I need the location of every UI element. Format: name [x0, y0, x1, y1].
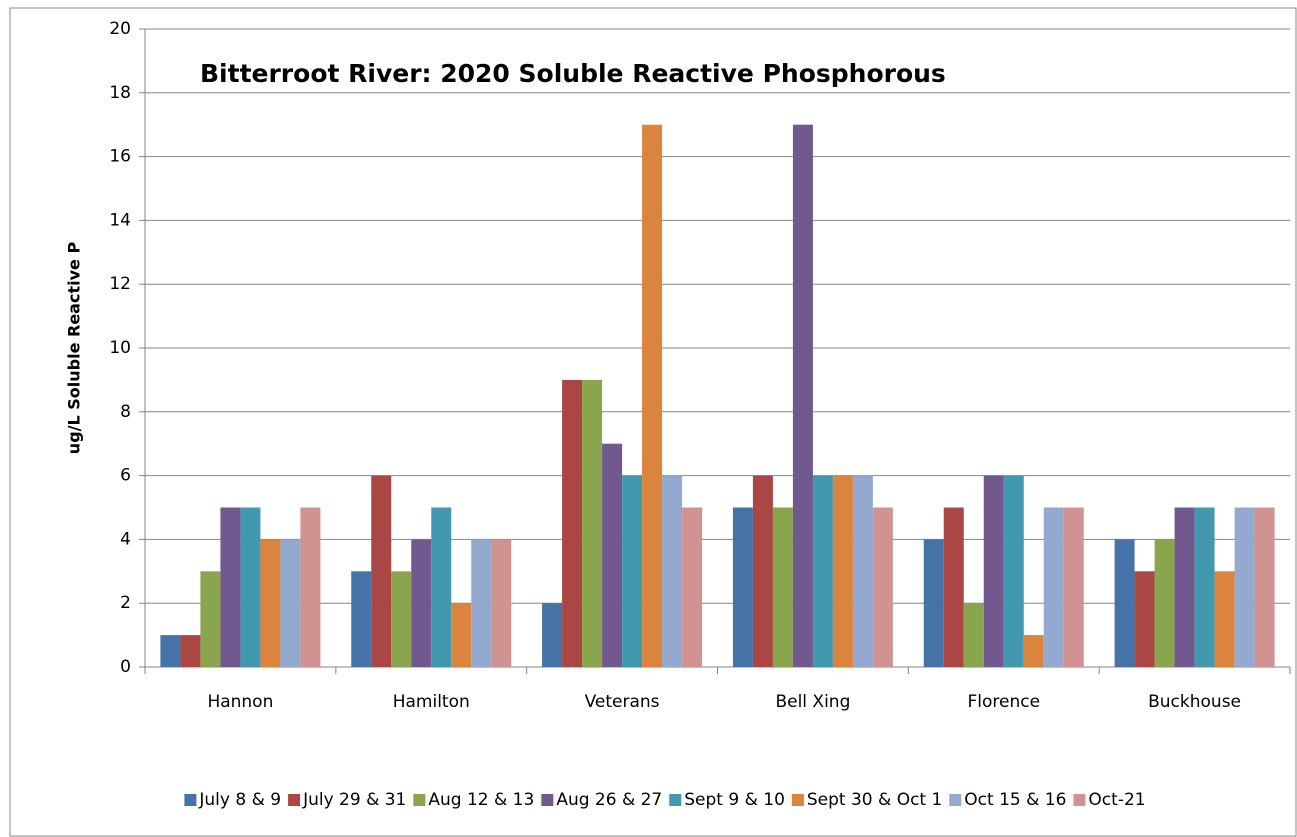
y-tick-label: 20 — [109, 19, 131, 39]
x-tick-label: Buckhouse — [1148, 692, 1241, 712]
x-tick-label: Hamilton — [393, 692, 470, 712]
legend-swatch — [288, 794, 301, 806]
bar — [562, 379, 583, 667]
bar — [200, 571, 221, 667]
bar — [963, 603, 984, 667]
bar — [682, 507, 703, 667]
bar — [220, 507, 241, 667]
bar — [582, 379, 603, 667]
y-axis-label: ug/L Soluble Reactive P — [65, 242, 84, 455]
bar — [983, 475, 1004, 667]
bar — [1063, 507, 1084, 667]
legend: July 8 & 9 July 29 & 31 Aug 12 & 13 Aug 26 … — [184, 790, 1146, 810]
legend-swatch — [413, 794, 426, 806]
x-tick-label: Hannon — [207, 692, 273, 712]
bar — [1043, 507, 1064, 667]
bar — [371, 475, 392, 667]
y-tick-label: 10 — [109, 338, 131, 358]
bar — [280, 539, 301, 667]
bar — [602, 443, 623, 667]
legend-swatch — [541, 794, 554, 806]
bar — [471, 539, 492, 667]
bar — [431, 507, 452, 667]
bar — [1003, 475, 1024, 667]
y-tick-label: 8 — [120, 402, 131, 422]
bar — [832, 475, 853, 667]
bar — [1023, 635, 1044, 667]
bar — [772, 507, 793, 667]
legend-label: July 29 & 31 — [302, 790, 406, 810]
bar — [732, 507, 753, 667]
bar — [1134, 571, 1155, 667]
y-tick-label: 6 — [120, 466, 131, 486]
x-tick-label: Bell Xing — [775, 692, 850, 712]
bar — [351, 571, 372, 667]
legend-label: Sept 30 & Oct 1 — [807, 790, 942, 810]
legend-swatch — [949, 794, 962, 806]
y-tick-label: 16 — [109, 147, 131, 167]
legend-swatch — [791, 794, 804, 806]
legend-label: July 8 & 9 — [198, 790, 281, 810]
bar — [1154, 539, 1175, 667]
bar — [451, 603, 472, 667]
bar — [411, 539, 432, 667]
legend-swatch — [1073, 794, 1086, 806]
y-tick-label: 2 — [120, 593, 131, 613]
legend-label: Aug 26 & 27 — [556, 790, 662, 810]
bar — [1114, 539, 1135, 667]
bar — [160, 635, 181, 667]
legend-label: Oct-21 — [1088, 790, 1145, 810]
bar — [943, 507, 964, 667]
bar — [300, 507, 321, 667]
y-tick-label: 18 — [109, 83, 131, 103]
bar — [240, 507, 261, 667]
bar — [1234, 507, 1255, 667]
legend-swatch — [669, 794, 682, 806]
bar — [792, 124, 813, 667]
bar — [491, 539, 512, 667]
bar — [542, 603, 563, 667]
y-tick-label: 0 — [120, 657, 131, 677]
legend-label: Sept 9 & 10 — [684, 790, 785, 810]
bar — [662, 475, 683, 667]
bar — [852, 475, 873, 667]
bar — [872, 507, 893, 667]
chart-title: Bitterroot River: 2020 Soluble Reactive … — [200, 59, 946, 88]
legend-label: Oct 15 & 16 — [964, 790, 1066, 810]
x-tick-label: Veterans — [585, 692, 660, 712]
bar — [752, 475, 773, 667]
bar — [1194, 507, 1215, 667]
y-tick-label: 12 — [109, 274, 131, 294]
x-tick-label: Florence — [967, 692, 1040, 712]
bar — [1254, 507, 1275, 667]
bar — [1174, 507, 1195, 667]
bar — [260, 539, 281, 667]
bar — [180, 635, 201, 667]
bar — [622, 475, 643, 667]
y-tick-label: 4 — [120, 529, 131, 549]
bar — [812, 475, 833, 667]
bar — [1214, 571, 1235, 667]
y-tick-label: 14 — [109, 210, 131, 230]
legend-swatch — [184, 794, 197, 806]
bar — [923, 539, 944, 667]
legend-label: Aug 12 & 13 — [428, 790, 534, 810]
bar — [642, 124, 663, 667]
bar — [391, 571, 412, 667]
